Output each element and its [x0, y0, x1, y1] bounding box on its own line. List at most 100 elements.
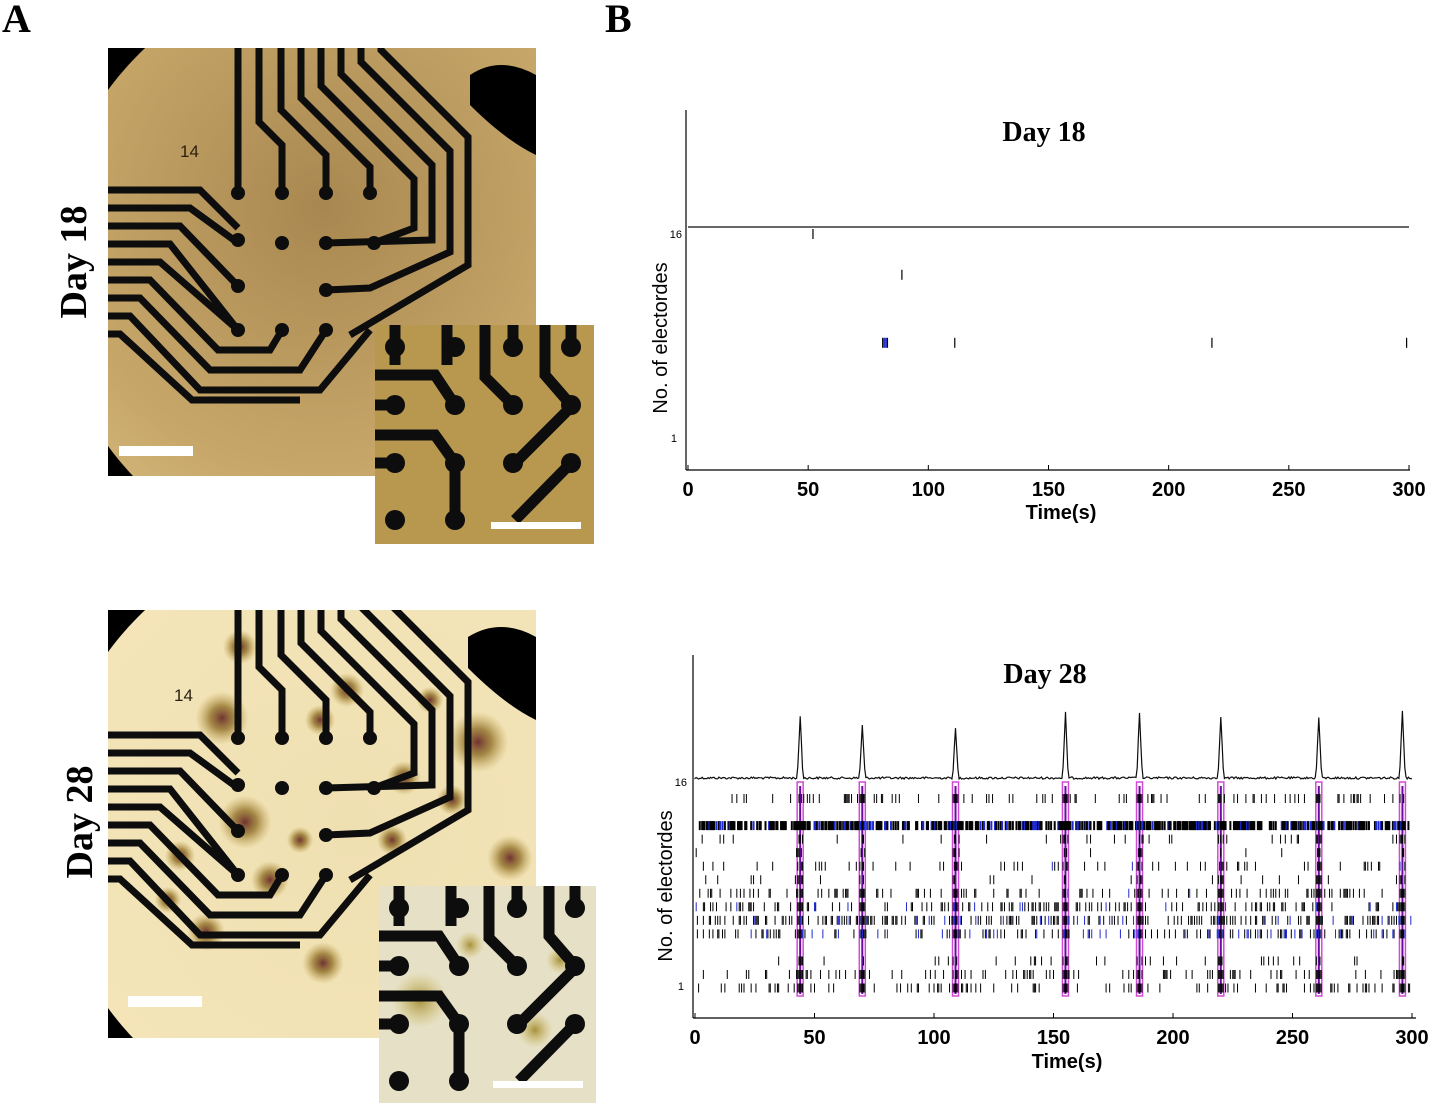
- x-tick-label: 0: [689, 1027, 700, 1049]
- electrode-trace: [255, 48, 286, 193]
- electrode-trace: [277, 48, 330, 193]
- x-tick-label: 200: [1152, 479, 1185, 501]
- inset-electrode-pad: [561, 453, 581, 473]
- inset-traces-day18: [375, 325, 581, 530]
- electrode-pad: [363, 731, 377, 745]
- inset-electrode-pad: [565, 898, 585, 918]
- day28-side-label: Day 28: [59, 766, 101, 879]
- x-tick-label: 150: [1032, 479, 1065, 501]
- electrode-number-day28: 14: [174, 686, 193, 705]
- inset-electrode-pad: [389, 898, 409, 918]
- cell-cluster: [302, 942, 344, 984]
- electrode-trace: [317, 610, 418, 792]
- electrode-trace: [348, 610, 472, 884]
- inset-electrode-pad: [449, 898, 469, 918]
- electrode-pad: [231, 824, 245, 838]
- inset-electrode-trace: [375, 369, 460, 409]
- inset-electrode-trace: [511, 403, 575, 467]
- inset-electrode-pad: [445, 510, 465, 530]
- electrode-trace: [108, 240, 241, 333]
- electrode-pad: [275, 186, 289, 200]
- electrode-pad: [367, 236, 381, 250]
- x-tick-label: 250: [1272, 479, 1305, 501]
- electrode-trace: [108, 330, 300, 404]
- electrode-trace: [325, 610, 454, 839]
- electrode-pad: [319, 186, 333, 200]
- inset-electrode-pad: [507, 898, 527, 918]
- electrode-trace: [348, 48, 472, 339]
- inset-electrode-pad: [385, 395, 405, 415]
- inset-electrode-pad: [385, 453, 405, 473]
- x-axis-label-day18: Time(s): [1026, 502, 1097, 524]
- electrode-pad: [275, 323, 289, 337]
- well-corner-day28: [468, 627, 536, 720]
- panel-label-a: A: [2, 0, 31, 41]
- electrode-trace: [108, 767, 241, 834]
- inset-electrode-trace: [511, 459, 575, 524]
- inset-electrode-pad: [445, 337, 465, 357]
- y-tick-1-day28: 1: [678, 981, 684, 993]
- x-tick-label: 0: [682, 479, 693, 501]
- inset-electrode-pad: [449, 1071, 469, 1091]
- electrode-trace: [108, 186, 241, 231]
- electrode-trace: [108, 857, 373, 939]
- inset-electrode-trace: [483, 886, 521, 970]
- x-tick-label: 300: [1392, 479, 1425, 501]
- electrode-pad: [367, 781, 381, 795]
- electrode-pad: [231, 279, 245, 293]
- inset-electrode-trace: [479, 325, 517, 409]
- electrode-pad: [231, 323, 245, 337]
- electrode-trace: [108, 222, 241, 289]
- electrode-pad: [275, 868, 289, 882]
- population-trace: [694, 710, 1413, 781]
- inset-electrode-trace: [375, 429, 460, 467]
- electrode-trace: [255, 610, 286, 738]
- cell-cluster: [304, 704, 336, 736]
- cell-cluster: [436, 784, 468, 816]
- inset-electrode-pad: [389, 1014, 409, 1034]
- inset-electrode-trace: [515, 1020, 579, 1085]
- electrode-pad: [319, 828, 333, 842]
- chart-title-day28: Day 28: [1003, 659, 1086, 690]
- electrode-trace: [108, 803, 241, 878]
- inset-electrode-pad: [385, 337, 405, 357]
- electrode-trace: [108, 294, 329, 374]
- electrode-trace: [108, 839, 329, 919]
- electrode-pad: [231, 186, 245, 200]
- inset-electrode-pad: [503, 337, 523, 357]
- inset-electrode-pad: [449, 1014, 469, 1034]
- electrode-trace: [297, 610, 374, 738]
- y-axis-label-day18: No. of electordes: [650, 262, 672, 413]
- inset-electrode-pad: [449, 956, 469, 976]
- inset-electrode-pad: [445, 453, 465, 473]
- x-ticks-day18: 0 50 100 150 200 250 300: [682, 465, 1426, 501]
- y-tick-16-day28: 16: [675, 777, 687, 789]
- scale-bar-day28: [128, 996, 202, 1007]
- inset-scale-bar-day18: [491, 522, 581, 529]
- burst-marker: [1135, 781, 1144, 997]
- scale-bar-day18: [119, 446, 193, 456]
- electrode-trace: [277, 610, 330, 738]
- inset-electrode-trace: [539, 325, 576, 409]
- population-trace-day28: [694, 710, 1413, 781]
- x-tick-label: 50: [797, 479, 819, 501]
- electrode-trace: [325, 48, 436, 247]
- electrode-trace: [108, 731, 241, 776]
- x-tick-label: 100: [912, 479, 945, 501]
- inset-electrode-pad: [389, 956, 409, 976]
- panel-label-b: B: [605, 0, 632, 41]
- cell-cluster: [286, 826, 314, 854]
- inset-electrode-trace: [543, 886, 580, 970]
- electrode-pad: [319, 323, 333, 337]
- burst-marker: [796, 781, 804, 997]
- inset-electrode-trace: [379, 930, 464, 970]
- inset-electrode-trace: [515, 964, 579, 1028]
- electrode-traces-day18: [108, 48, 472, 404]
- x-tick-label: 300: [1395, 1027, 1428, 1049]
- inset-cell-cluster: [456, 931, 484, 959]
- micrograph-day28: 14: [108, 610, 536, 1038]
- burst-marker: [1217, 781, 1225, 997]
- electrode-trace: [108, 785, 241, 878]
- raster-chart-day18: Day 18 Time(s) No. of electordes 16 1 0 5…: [650, 110, 1426, 524]
